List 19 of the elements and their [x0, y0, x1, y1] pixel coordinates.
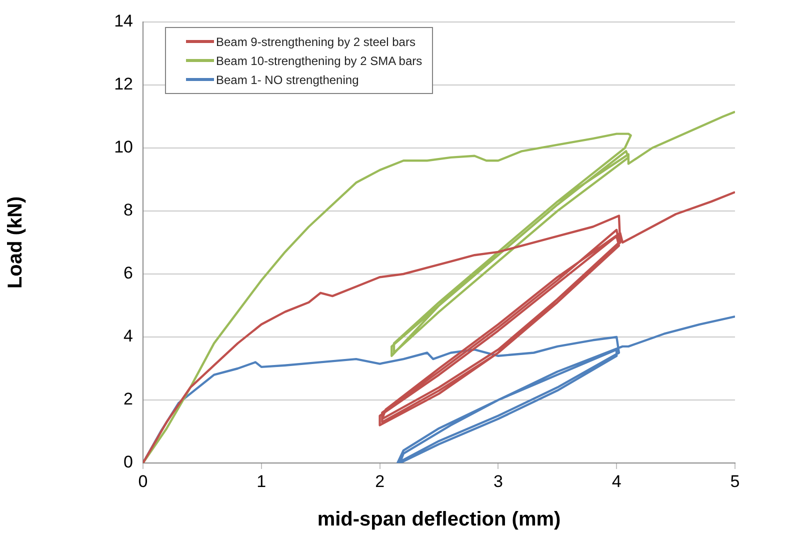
x-tick-label: 3 [493, 472, 503, 491]
x-tick-label: 0 [138, 472, 148, 491]
y-tick-label: 2 [124, 390, 133, 409]
x-tick-label: 4 [612, 472, 622, 491]
y-tick-label: 0 [124, 452, 133, 472]
y-tick-label: 14 [114, 12, 133, 31]
legend-label: Beam 10-strengthening by 2 SMA bars [216, 54, 422, 68]
legend-label: Beam 9-strengthening by 2 steel bars [216, 34, 416, 48]
y-axis-title: Load (kN) [4, 196, 27, 289]
y-tick-label: 12 [114, 74, 133, 94]
y-tick-label: 4 [124, 326, 133, 346]
x-axis-title: mid-span deflection (mm) [317, 508, 561, 531]
x-tick-label: 2 [375, 472, 385, 491]
legend-label: Beam 1- NO strengthening [216, 72, 359, 86]
y-tick-label: 10 [114, 138, 133, 157]
y-tick-label: 8 [124, 200, 133, 220]
x-tick-label: 1 [256, 472, 266, 491]
y-tick-label: 6 [124, 264, 133, 283]
x-tick-label: 5 [730, 472, 740, 491]
